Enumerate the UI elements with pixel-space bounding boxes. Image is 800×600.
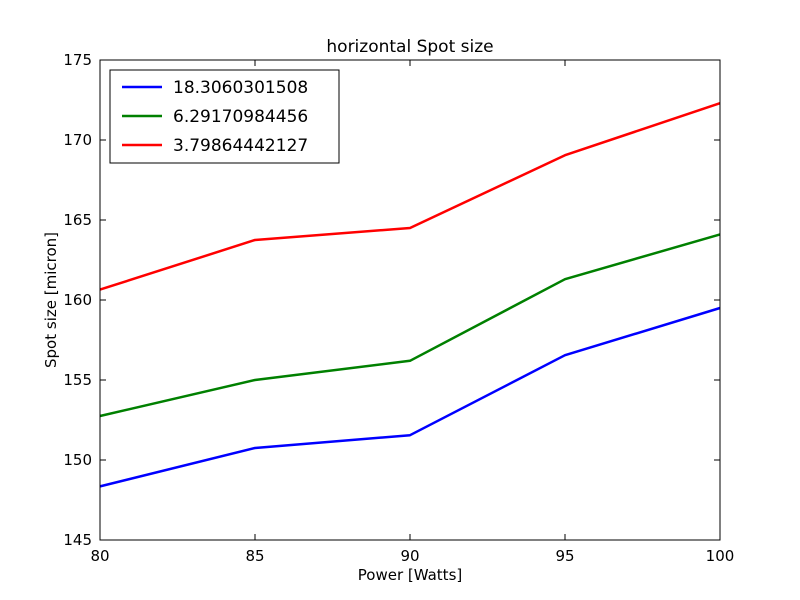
y-tick-label: 175 — [63, 51, 92, 69]
x-tick-label: 85 — [245, 547, 264, 565]
series-line-1 — [99, 306, 721, 488]
x-tick-label: 100 — [706, 547, 735, 565]
series-line-2 — [99, 233, 721, 418]
y-axis-label: Spot size [micron] — [42, 232, 60, 368]
x-tick-label: 80 — [90, 547, 109, 565]
legend: 18.3060301508 6.29170984456 3.79864442127 — [109, 69, 340, 164]
x-tick-label: 95 — [555, 547, 574, 565]
series-layer — [99, 102, 721, 488]
legend-label-2: 6.29170984456 — [173, 107, 308, 127]
x-tick-label: 90 — [400, 547, 419, 565]
legend-label-1: 18.3060301508 — [173, 78, 308, 98]
y-tick-label: 155 — [63, 371, 92, 389]
series-line-3 — [99, 102, 721, 291]
x-axis-label: Power [Watts] — [358, 566, 462, 584]
y-tick-label: 150 — [63, 451, 92, 469]
legend-label-3: 3.79864442127 — [173, 136, 308, 156]
y-tick-label: 170 — [63, 131, 92, 149]
y-tick-label: 165 — [63, 211, 92, 229]
y-tick-label: 160 — [63, 291, 92, 309]
y-tick-label: 145 — [63, 531, 92, 549]
plot-frame — [99, 59, 721, 541]
ticks-layer: 80 85 90 95 100 145 150 155 160 165 170 175 — [63, 51, 734, 565]
chart-title: horizontal Spot size — [326, 37, 493, 57]
